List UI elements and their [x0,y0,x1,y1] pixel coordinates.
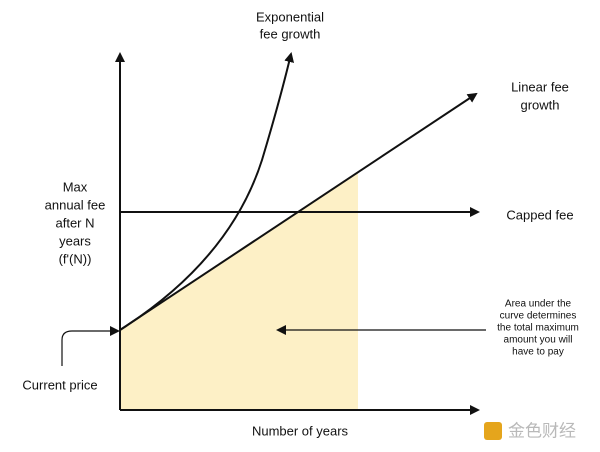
area-shade [120,172,358,410]
area-label: curve determines [500,311,577,322]
area-label: the total maximum [497,323,579,334]
exponential-label: Exponential [256,9,324,24]
linear-label: growth [520,97,559,112]
y-axis-label: (f'(N)) [59,251,92,266]
y-axis-label: after N [55,215,94,230]
exponential-curve [119,52,295,331]
y-axis-label: Max [63,179,88,194]
x-axis-label: Number of years [252,423,349,438]
area-label: have to pay [512,347,564,358]
watermark: 金色财经 [508,421,576,440]
linear-label: Linear fee [511,79,569,94]
capped-label: Capped fee [506,207,573,222]
current-price-label: Current price [22,377,97,392]
linear-line [119,92,478,331]
area-label: amount you will [504,335,573,346]
labels: Exponential fee growth Linear fee growth Max… [22,9,578,438]
watermark-logo [484,422,502,440]
area-label: Area under the [505,299,572,310]
y-axis-label: years [59,233,91,248]
price-pointer [61,326,120,366]
exponential-label: fee growth [260,26,321,41]
y-axis-label: annual fee [45,197,106,212]
